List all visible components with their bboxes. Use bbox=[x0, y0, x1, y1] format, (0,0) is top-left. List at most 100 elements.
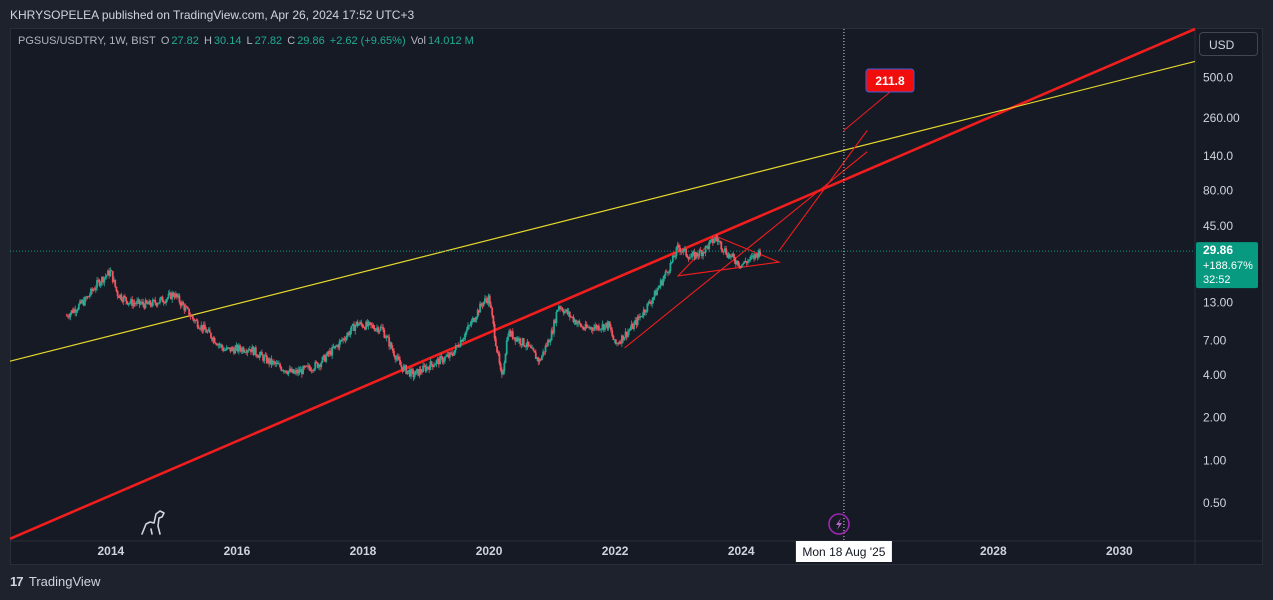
candle-body bbox=[471, 317, 474, 321]
candle-body bbox=[465, 329, 468, 333]
candle-body bbox=[150, 305, 153, 307]
candle-body bbox=[744, 260, 747, 263]
candle-body bbox=[737, 260, 740, 266]
candle-body bbox=[325, 355, 328, 362]
candle-body bbox=[187, 307, 189, 309]
candle-body bbox=[211, 337, 214, 341]
candle-body bbox=[447, 354, 450, 358]
candle-body bbox=[571, 316, 574, 318]
candle-body bbox=[92, 289, 95, 291]
candle-body bbox=[234, 347, 237, 354]
candle-body bbox=[629, 328, 632, 331]
candle-body bbox=[475, 317, 478, 320]
candle-body bbox=[193, 318, 195, 322]
candle-body bbox=[230, 347, 233, 352]
candle-body bbox=[494, 338, 497, 347]
candle-body bbox=[349, 331, 352, 336]
candle-body bbox=[459, 339, 462, 347]
candle-body bbox=[450, 352, 452, 354]
candle-body bbox=[167, 293, 170, 298]
candle-body bbox=[373, 328, 376, 331]
candle-body bbox=[208, 329, 211, 333]
candle-body bbox=[608, 321, 611, 327]
candle-body bbox=[425, 366, 428, 371]
candle-body bbox=[324, 355, 326, 362]
candle-body bbox=[713, 240, 715, 244]
candle-body bbox=[117, 296, 120, 298]
candle-body bbox=[445, 356, 448, 358]
y-tick-label: 2.00 bbox=[1203, 411, 1227, 425]
candle-body bbox=[228, 347, 231, 349]
currency-button[interactable]: USD bbox=[1199, 32, 1258, 56]
bar-countdown: 32:52 bbox=[1203, 274, 1231, 286]
candle-body bbox=[231, 347, 234, 350]
candle-body bbox=[676, 244, 679, 248]
candle-body bbox=[389, 342, 392, 347]
candle-body bbox=[601, 324, 604, 329]
candle-body bbox=[275, 362, 278, 364]
candle-body bbox=[579, 323, 582, 327]
candle-body bbox=[580, 326, 583, 328]
candle-body bbox=[726, 254, 729, 258]
candle-body bbox=[115, 286, 118, 292]
candle-body bbox=[702, 252, 705, 257]
candle-body bbox=[613, 339, 616, 341]
candle-body bbox=[460, 339, 463, 342]
candle-body bbox=[190, 315, 193, 317]
legend-low-label: L bbox=[246, 35, 253, 47]
candle-body bbox=[628, 330, 631, 332]
candle-body bbox=[659, 280, 662, 286]
chart-frame[interactable] bbox=[10, 28, 1263, 565]
candle-body bbox=[380, 326, 383, 328]
candle-body bbox=[412, 370, 415, 378]
candle-body bbox=[736, 260, 738, 265]
candle-body bbox=[699, 250, 702, 252]
candle-body bbox=[202, 324, 205, 331]
candle-body bbox=[260, 352, 263, 356]
candle-body bbox=[469, 324, 472, 326]
candle-body bbox=[693, 251, 696, 259]
candle-body bbox=[551, 330, 554, 334]
candle-body bbox=[151, 299, 154, 307]
candle-body bbox=[525, 346, 528, 348]
candle-body bbox=[401, 367, 404, 372]
candle-body bbox=[224, 349, 227, 351]
candle-body bbox=[648, 301, 651, 304]
candle-body bbox=[172, 292, 175, 296]
candle-body bbox=[756, 254, 759, 258]
candle-body bbox=[69, 313, 72, 318]
publish-line: KHRYSOPELEA published on TradingView.com… bbox=[10, 8, 415, 22]
candle-body bbox=[310, 370, 313, 371]
candle-body bbox=[338, 341, 341, 348]
last-price-tag bbox=[1196, 242, 1258, 289]
candle-body bbox=[177, 295, 180, 297]
lightning-icon[interactable] bbox=[828, 513, 850, 535]
candle-body bbox=[717, 240, 720, 242]
candle-body bbox=[197, 327, 200, 329]
candle-body bbox=[74, 309, 77, 313]
candle-body bbox=[594, 325, 597, 328]
candle-body bbox=[540, 355, 543, 361]
candle-body bbox=[207, 329, 210, 332]
candle-body bbox=[410, 369, 412, 377]
candle-body bbox=[270, 358, 273, 365]
candle-body bbox=[305, 365, 308, 367]
candle-body bbox=[635, 320, 638, 325]
candle-body bbox=[408, 369, 411, 377]
candle-body bbox=[119, 294, 121, 298]
candle-body bbox=[516, 337, 519, 342]
candle-body bbox=[213, 337, 216, 344]
candle-body bbox=[288, 368, 291, 371]
candle-body bbox=[716, 238, 719, 242]
y-tick-label: 7.00 bbox=[1203, 333, 1227, 347]
candle-body bbox=[517, 338, 520, 342]
candle-body bbox=[316, 362, 319, 368]
candle-body bbox=[156, 303, 159, 306]
candle-body bbox=[130, 299, 132, 303]
candle-body bbox=[365, 321, 368, 330]
candle-body bbox=[104, 276, 107, 278]
candle-body bbox=[524, 345, 526, 347]
candle-body bbox=[650, 303, 652, 305]
candle-body bbox=[734, 261, 737, 265]
